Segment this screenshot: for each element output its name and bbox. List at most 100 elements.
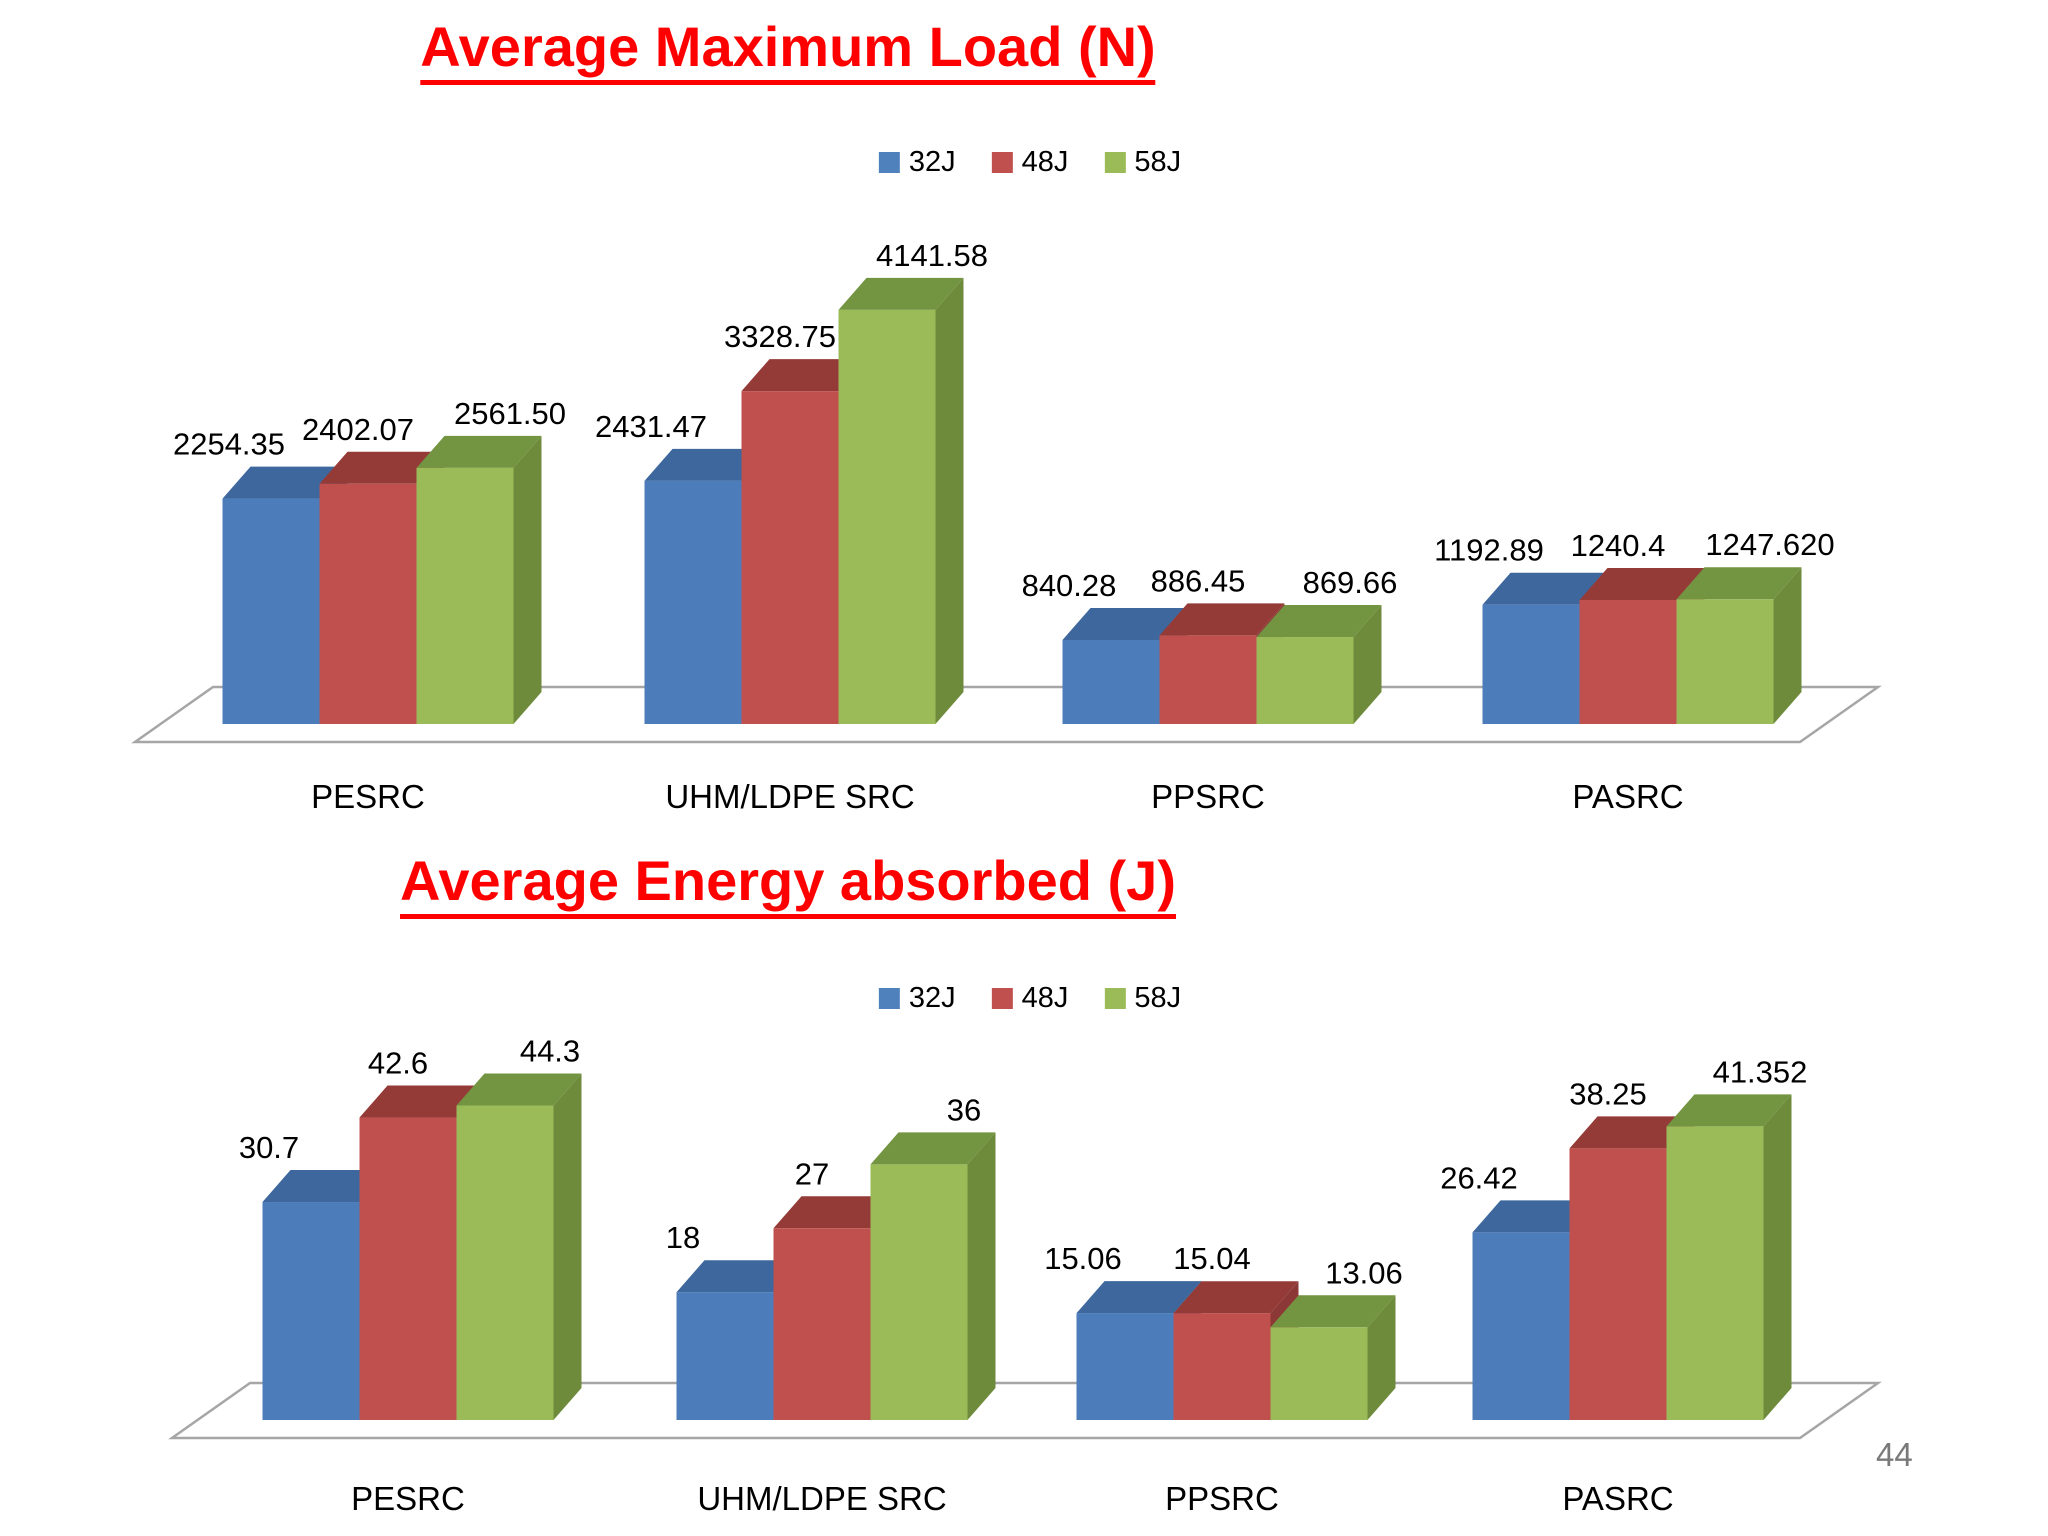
bar-front-face (773, 1228, 871, 1420)
value-label: 13.06 (1325, 1255, 1403, 1290)
bar-58J-PASRC (1676, 567, 1802, 724)
legend-item-32J: 32J (878, 146, 956, 179)
legend-item-48J: 48J (991, 982, 1069, 1015)
bar-top-face (1173, 1281, 1299, 1314)
value-label: 38.25 (1569, 1076, 1647, 1111)
legend-item-58J: 58J (1104, 982, 1181, 1015)
legend-swatch-icon (991, 988, 1013, 1009)
bar-top-face (1062, 607, 1188, 640)
legend-label: 58J (1134, 982, 1182, 1014)
legend-swatch-icon (878, 988, 900, 1009)
value-label: 30.7 (239, 1130, 299, 1165)
chart-title-energy: Average Energy absorbed (J) (400, 851, 1176, 919)
legend-swatch-icon (878, 152, 900, 173)
bar-top-face (222, 466, 348, 499)
value-label: 15.06 (1044, 1241, 1122, 1276)
legend-swatch-icon (1104, 988, 1126, 1009)
bar-front-face (1472, 1232, 1570, 1420)
bar-top-face (1482, 572, 1608, 605)
bar-top-face (773, 1196, 899, 1229)
bar-58J-PASRC (1666, 1094, 1792, 1420)
value-label: 36 (947, 1092, 981, 1127)
page-number: 44 (1876, 1436, 1913, 1473)
bar-front-face (222, 498, 320, 724)
legend: 32J 48J 58J (878, 982, 1181, 1015)
bar-front-face (741, 391, 839, 724)
bar-front-face (1270, 1327, 1368, 1420)
chart-title-text: Average Energy absorbed (J) (400, 851, 1176, 919)
legend-label: 48J (1021, 146, 1069, 178)
bar-front-face (1482, 604, 1580, 724)
bar-58J-UHM/LDPE SRC (838, 277, 964, 724)
bar-front-face (1076, 1313, 1174, 1420)
value-label: 27 (795, 1156, 829, 1191)
bar-top-face (870, 1132, 996, 1165)
bar-top-face (1256, 605, 1382, 638)
legend-item-32J: 32J (878, 982, 956, 1015)
legend-label: 32J (908, 146, 956, 178)
bar-top-face (676, 1260, 802, 1293)
legend: 32J 48J 58J (878, 146, 1182, 179)
bar-front-face (1256, 637, 1354, 724)
plot-area-energy: 30.7 42.6 44.3 18 27 36 15.06 15.04 13.06 26.42 38… (168, 1033, 1882, 1440)
value-label: 2431.47 (595, 409, 707, 444)
bar-front-face (1666, 1126, 1764, 1420)
value-label: 1247.620 (1705, 527, 1834, 562)
legend-item-48J: 48J (991, 146, 1069, 179)
bar-top-face (1076, 1281, 1202, 1314)
value-label: 2254.35 (173, 427, 285, 462)
value-label: 3328.75 (724, 319, 836, 354)
bar-top-face (359, 1085, 485, 1118)
value-label: 44.3 (520, 1033, 580, 1068)
bar-top-face (1579, 567, 1705, 600)
bar-58J-PPSRC (1256, 605, 1382, 724)
bar-front-face (262, 1202, 360, 1420)
bar-front-face (359, 1117, 457, 1420)
bar-top-face (644, 448, 770, 481)
bar-side-face (1353, 605, 1382, 724)
legend-swatch-icon (1104, 152, 1126, 173)
value-label: 840.28 (1022, 568, 1117, 603)
bar-top-face (1676, 567, 1802, 600)
category-label-PPSRC: PPSRC (1165, 1480, 1279, 1517)
value-label: 18 (666, 1220, 700, 1255)
bar-top-face (319, 451, 445, 484)
bar-top-face (416, 435, 542, 468)
bar-front-face (676, 1292, 774, 1420)
chart-floor (131, 685, 1882, 744)
category-label-PESRC: PESRC (311, 778, 425, 815)
bar-front-face (870, 1164, 968, 1420)
bar-front-face (838, 309, 936, 724)
value-label: 26.42 (1440, 1160, 1518, 1195)
legend-label: 58J (1134, 146, 1182, 178)
bar-front-face (644, 480, 742, 724)
bar-top-face (1159, 603, 1285, 636)
value-label: 869.66 (1303, 565, 1398, 600)
category-label-PPSRC: PPSRC (1151, 778, 1265, 815)
bar-side-face (967, 1132, 996, 1420)
chart-title-text: Average Maximum Load (N) (420, 17, 1156, 85)
value-label: 4141.58 (876, 238, 988, 273)
bar-58J-PESRC (416, 435, 542, 724)
bar-front-face (456, 1105, 554, 1420)
bar-side-face (935, 277, 964, 724)
bar-front-face (1569, 1148, 1667, 1420)
legend-label: 32J (908, 982, 956, 1014)
bar-side-face (1763, 1094, 1792, 1420)
bar-side-face (513, 435, 542, 724)
bar-58J-PPSRC (1270, 1295, 1396, 1420)
chart-title-max-load: Average Maximum Load (N) (420, 17, 1156, 85)
bar-side-face (1367, 1295, 1396, 1420)
chart-floor (168, 1381, 1882, 1440)
bar-top-face (1270, 1295, 1396, 1328)
plot-area-max-load: 2254.35 2402.07 2561.50 2431.47 3328.75 4141.… (131, 238, 1882, 744)
bar-front-face (1062, 639, 1160, 724)
bar-top-face (1666, 1094, 1792, 1127)
legend-swatch-icon (991, 152, 1013, 173)
bar-top-face (741, 359, 867, 392)
bar-top-face (456, 1073, 582, 1106)
bar-side-face (553, 1073, 582, 1420)
legend-label: 48J (1021, 982, 1069, 1014)
value-label: 42.6 (368, 1046, 428, 1081)
